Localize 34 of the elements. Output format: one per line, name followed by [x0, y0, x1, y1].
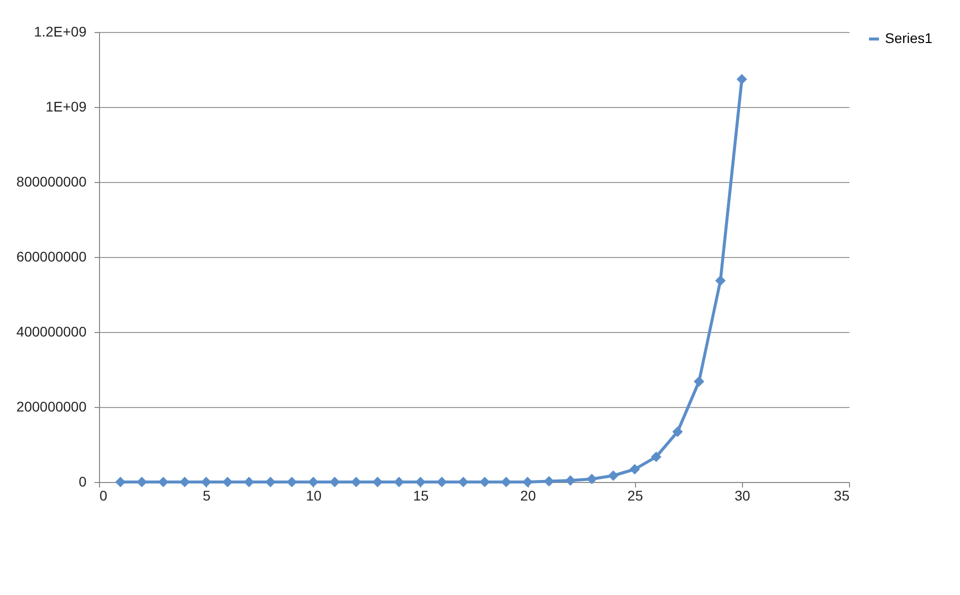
point	[265, 476, 276, 488]
y-tick-label: 400000000	[16, 324, 87, 340]
y-tick-label: 0	[78, 474, 87, 490]
x-tick-label: 30	[734, 488, 750, 504]
point	[394, 476, 404, 488]
x-tick-label: 10	[306, 488, 322, 504]
point	[115, 476, 126, 488]
y-tick-label: 1E+09	[46, 98, 87, 114]
point	[629, 464, 640, 474]
point	[672, 426, 683, 437]
y-tick-label: 800000000	[16, 174, 87, 190]
y-tick-label: 1.2E+09	[34, 24, 87, 40]
point	[650, 452, 662, 462]
point	[222, 476, 233, 488]
x-tick-label: 20	[520, 488, 536, 504]
point	[608, 470, 619, 481]
point	[586, 474, 598, 484]
point	[415, 476, 426, 488]
y-tick-label: 200000000	[16, 398, 87, 414]
x-tick-label: 15	[413, 488, 429, 504]
y-tick-label: 600000000	[16, 248, 87, 264]
point	[694, 376, 704, 387]
x-tick-label: 5	[202, 488, 211, 504]
x-tick-label: 0	[100, 488, 108, 504]
point	[522, 476, 533, 488]
point	[736, 74, 748, 84]
legend-label: Series1	[885, 30, 933, 46]
point	[372, 476, 383, 488]
point	[565, 475, 576, 486]
point	[544, 476, 554, 486]
point	[715, 275, 726, 286]
point	[244, 476, 254, 488]
x-tick-label: 35	[834, 488, 850, 504]
x-tick-label: 25	[627, 488, 644, 504]
